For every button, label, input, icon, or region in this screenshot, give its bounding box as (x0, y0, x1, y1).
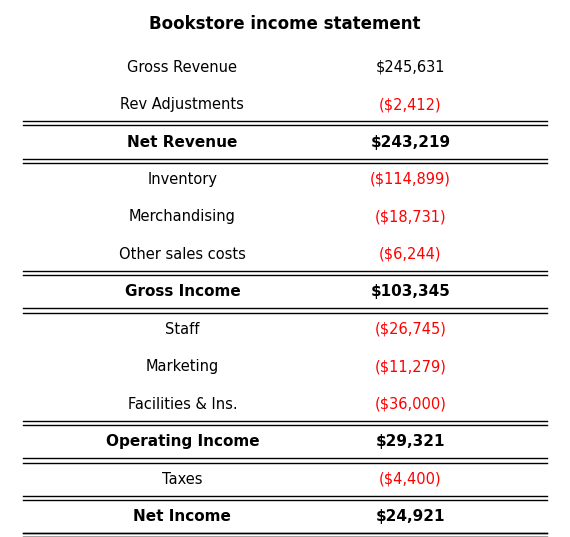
Text: Merchandising: Merchandising (129, 209, 236, 224)
Text: Gross Income: Gross Income (124, 285, 241, 299)
Text: Facilities & Ins.: Facilities & Ins. (128, 397, 237, 412)
Text: ($4,400): ($4,400) (379, 471, 442, 487)
Text: Bookstore income statement: Bookstore income statement (149, 15, 421, 33)
Text: Gross Revenue: Gross Revenue (128, 60, 237, 75)
Text: ($18,731): ($18,731) (374, 209, 446, 224)
Text: Inventory: Inventory (148, 172, 217, 187)
Text: Other sales costs: Other sales costs (119, 247, 246, 262)
Text: Net Income: Net Income (133, 509, 231, 524)
Text: Net Revenue: Net Revenue (127, 135, 238, 149)
Text: ($36,000): ($36,000) (374, 397, 446, 412)
Text: ($2,412): ($2,412) (379, 97, 442, 112)
Text: Operating Income: Operating Income (105, 434, 259, 449)
Text: Taxes: Taxes (162, 471, 203, 487)
Text: ($11,279): ($11,279) (374, 359, 446, 374)
Text: $245,631: $245,631 (376, 60, 445, 75)
Text: Staff: Staff (165, 322, 199, 337)
Text: ($6,244): ($6,244) (379, 247, 442, 262)
Text: $243,219: $243,219 (370, 135, 450, 149)
Text: Marketing: Marketing (146, 359, 219, 374)
Text: ($26,745): ($26,745) (374, 322, 446, 337)
Text: Rev Adjustments: Rev Adjustments (120, 97, 245, 112)
Text: $103,345: $103,345 (370, 285, 450, 299)
Text: $24,921: $24,921 (376, 509, 445, 524)
Text: $29,321: $29,321 (376, 434, 445, 449)
Text: ($114,899): ($114,899) (370, 172, 451, 187)
